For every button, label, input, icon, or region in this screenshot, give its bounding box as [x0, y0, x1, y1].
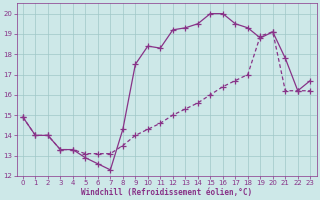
X-axis label: Windchill (Refroidissement éolien,°C): Windchill (Refroidissement éolien,°C)	[81, 188, 252, 197]
